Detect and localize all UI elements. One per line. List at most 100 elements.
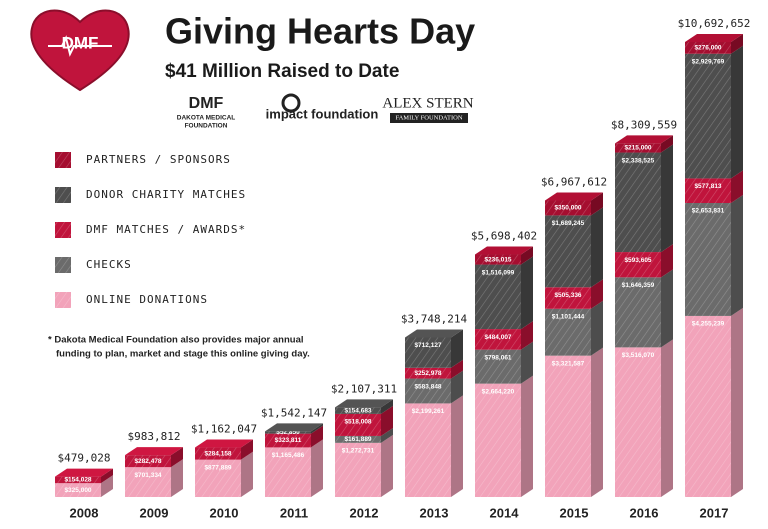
bar-top <box>195 439 253 448</box>
bar-texture <box>615 152 661 253</box>
bar-top <box>405 329 463 338</box>
bar-side <box>731 45 743 179</box>
bar-texture <box>685 203 731 316</box>
segment-label: $2,199,261 <box>412 408 445 415</box>
bar-texture <box>265 433 311 448</box>
segment-label: $712,127 <box>414 342 441 349</box>
legend-texture <box>55 257 71 273</box>
segment-label: $3,321,587 <box>552 360 585 367</box>
bar-side <box>731 34 743 54</box>
bar-texture <box>475 383 521 497</box>
bar-side <box>171 459 183 497</box>
bar-side <box>591 207 603 288</box>
segment-label: $350,000 <box>554 205 581 212</box>
bar-texture <box>125 467 171 497</box>
legend-texture <box>55 187 71 203</box>
bar-side <box>101 468 113 484</box>
bar-top <box>545 192 603 201</box>
segment-label: $52,850 <box>276 429 300 436</box>
segment-label: $577,813 <box>694 183 721 190</box>
total-label: $8,309,559 <box>611 118 677 131</box>
bar-side <box>171 447 183 468</box>
segment-label: $4,255,239 <box>692 321 725 328</box>
segment-label: $252,978 <box>414 370 441 377</box>
bar-side <box>591 300 603 356</box>
bar-side <box>661 339 673 497</box>
legend-label: PARTNERS / SPONSORS <box>86 153 231 166</box>
segment-label: $215,000 <box>624 145 651 152</box>
bar-side <box>661 244 673 278</box>
x-tick-label: 2010 <box>210 505 239 520</box>
bar-texture <box>405 337 451 368</box>
bar-texture <box>475 329 521 350</box>
bar-side <box>451 329 463 368</box>
sponsor-logo: ALEX STERN <box>382 95 473 111</box>
bar-texture <box>335 442 381 497</box>
x-tick-label: 2017 <box>700 505 729 520</box>
bar-top <box>685 34 743 42</box>
segment-label: $2,338,525 <box>622 157 655 164</box>
footnote: * Dakota Medical Foundation also provide… <box>48 335 304 346</box>
total-label: $2,107,311 <box>331 382 397 395</box>
footnote: funding to plan, market and stage this o… <box>56 349 310 360</box>
bar-side <box>521 341 533 384</box>
legend-texture <box>55 222 71 238</box>
segment-label: $1,689,245 <box>552 220 585 227</box>
bar-side <box>451 359 463 379</box>
segment-label: $2,929,769 <box>692 58 725 65</box>
bar-side <box>731 170 743 204</box>
segment-label: $484,007 <box>484 334 511 341</box>
bar-texture <box>195 447 241 460</box>
legend-label: ONLINE DONATIONS <box>86 293 208 306</box>
segment-label: $1,101,444 <box>552 314 585 321</box>
segment-label: $1,165,486 <box>272 452 305 459</box>
segment-label: $505,336 <box>554 292 581 299</box>
bar-texture <box>685 178 731 204</box>
bar-top <box>55 468 113 477</box>
x-tick-label: 2013 <box>420 505 449 520</box>
bar-top <box>615 135 673 144</box>
bar-texture <box>475 349 521 384</box>
bar-side <box>521 256 533 330</box>
x-tick-label: 2011 <box>280 505 308 520</box>
legend-texture <box>55 152 71 168</box>
bar-texture <box>475 264 521 330</box>
bar-side <box>381 405 393 436</box>
segment-label: $2,653,831 <box>692 208 725 215</box>
segment-label: $284,158 <box>204 450 231 457</box>
bar-texture <box>335 407 381 414</box>
bar-texture <box>615 277 661 348</box>
sponsor-logo: FOUNDATION <box>185 123 228 130</box>
sponsor-logo: FAMILY FOUNDATION <box>395 114 462 121</box>
bar-texture <box>405 403 451 497</box>
total-label: $983,812 <box>128 430 181 443</box>
legend-label: DONOR CHARITY MATCHES <box>86 188 246 201</box>
bar-top <box>475 246 533 255</box>
legend-label: CHECKS <box>86 258 132 271</box>
legend-texture <box>55 292 71 308</box>
bar-texture <box>405 378 451 404</box>
chart-title: Giving Hearts Day <box>165 11 475 52</box>
total-label: $1,542,147 <box>261 406 327 419</box>
segment-label: $1,516,099 <box>482 269 515 276</box>
total-label: $10,692,652 <box>678 17 751 30</box>
bar-texture <box>545 308 591 356</box>
total-label: $1,162,047 <box>191 423 257 436</box>
bar-side <box>381 434 393 497</box>
bar-side <box>311 425 323 448</box>
bar-side <box>661 135 673 153</box>
segment-label: $3,516,070 <box>622 352 655 359</box>
bar-texture <box>615 143 661 153</box>
segment-label: $583,848 <box>414 383 441 390</box>
bar-side <box>661 144 673 253</box>
total-label: $6,967,612 <box>541 176 607 189</box>
total-label: $3,748,214 <box>401 313 468 326</box>
bar-side <box>101 475 113 497</box>
bar-texture <box>615 347 661 497</box>
bar-texture <box>545 215 591 288</box>
bar-texture <box>685 42 731 54</box>
sponsor-logo: DMF <box>189 95 224 112</box>
bar-side <box>731 307 743 497</box>
segment-label: $325,000 <box>64 487 91 494</box>
